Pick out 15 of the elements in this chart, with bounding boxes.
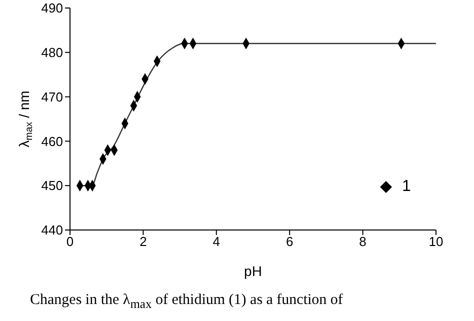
legend-label: 1	[402, 178, 411, 196]
y-tick-label: 440	[41, 222, 63, 238]
y-tick-label: 480	[41, 45, 63, 60]
x-tick-label: 2	[140, 234, 147, 250]
x-tick-label: 10	[428, 234, 444, 250]
y-tick-label: 460	[41, 134, 63, 149]
x-tick-label: 4	[212, 234, 220, 250]
x-tick-label: 8	[359, 234, 366, 250]
y-tick-label: 490	[41, 0, 63, 16]
text: Changes in the λ$_{max}$ of ethidium (1) as a function of	[30, 292, 343, 312]
x-axis-title: pH	[244, 263, 262, 279]
x-tick-label: 6	[286, 234, 294, 250]
x-tick-label: 0	[66, 234, 74, 250]
y-tick-label: 470	[41, 89, 63, 104]
y-tick-label: 450	[41, 178, 63, 194]
